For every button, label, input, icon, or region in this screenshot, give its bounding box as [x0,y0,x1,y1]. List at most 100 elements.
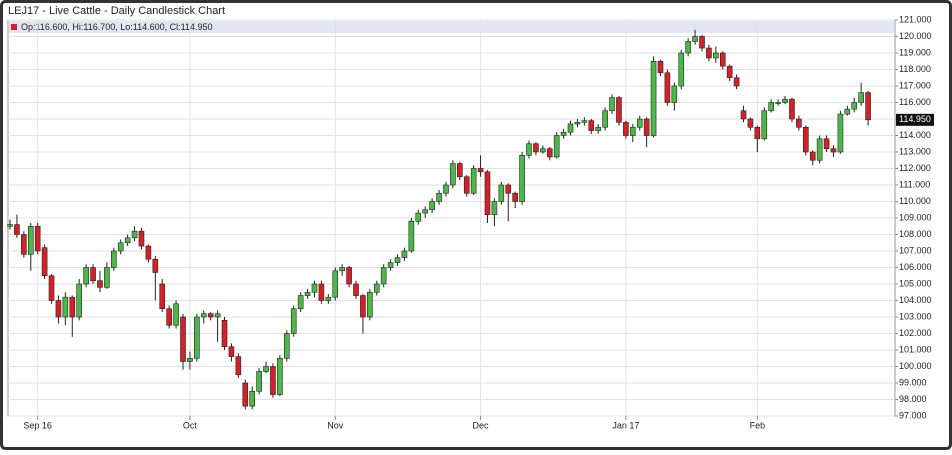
candle-body [380,267,387,285]
candle-body [360,295,366,318]
candle-body [283,333,290,359]
candle-body [491,201,498,215]
candle-body [83,267,89,285]
candle-body [408,221,415,252]
candle-body [546,148,553,158]
candle-body [533,143,539,153]
candle-body [325,296,332,301]
y-tick-label: 120.000 [899,31,932,41]
candle-body [768,102,775,112]
candle-body [187,357,193,362]
candle-body [540,148,546,153]
candle-body [152,258,159,273]
candle-body [27,225,34,255]
y-tick-label: 108.000 [899,229,932,239]
candle-body [318,283,325,301]
candle-body [837,113,844,153]
y-tick-label: 99.000 [899,377,927,387]
candle-body [740,110,747,120]
candle-body [214,313,221,318]
candle-body [311,283,318,293]
candle-body [180,316,186,362]
candle-body [553,135,560,158]
candle-body [726,65,733,79]
candle-body [844,108,851,115]
candle-body [221,319,228,347]
candle-body [450,163,456,186]
x-tick-label: Dec [473,420,490,430]
candle-body [173,303,179,326]
candle-body [207,313,214,318]
y-tick-label: 119.000 [899,47,931,57]
candle-body [443,184,449,194]
candle-body [802,126,809,153]
candle-body [353,283,359,296]
legend-icon [11,24,17,30]
x-tick-label: Oct [183,420,198,430]
candle-body [470,168,477,194]
x-tick-label: Nov [327,420,344,430]
y-tick-label: 100.000 [899,361,932,371]
candle-body [574,122,581,125]
y-tick-label: 114.000 [899,130,931,140]
y-tick-label: 113.000 [899,146,931,156]
candle-body [415,212,422,222]
candle-body [277,357,283,395]
x-tick-label: Feb [750,420,766,430]
candle-body [789,98,795,120]
candle-body [636,118,643,128]
last-price-box [896,113,934,126]
candle-body [21,234,27,255]
candle-body [41,247,48,277]
candle-body [623,122,629,136]
candle-body [117,242,124,252]
candle-body [159,283,166,310]
candle-body [304,291,311,296]
candle-body [290,308,297,334]
candle-body [657,60,664,74]
candle-body [339,267,345,272]
candle-body [588,120,595,131]
candle-body [643,118,650,136]
candle-body [346,267,352,285]
candle-body [629,126,636,136]
y-tick-label: 97.000 [899,410,927,420]
candle-body [796,118,802,128]
candle-body [332,270,339,298]
candle-body [816,138,823,161]
candle-body [131,230,138,239]
candle-body [456,163,463,178]
candle-body [851,102,858,110]
candle-body [685,41,691,54]
candle-body [761,110,768,140]
candle-body [692,36,698,42]
candle-body [581,120,588,123]
candle-body [747,118,754,128]
candle-body [858,92,864,103]
candle-body [830,148,837,153]
candle-body [526,143,532,156]
candle-body [477,168,484,173]
candle-body [97,280,103,288]
y-tick-label: 110.000 [899,196,931,206]
candle-body [62,296,69,318]
candle-body [560,131,567,136]
candle-body [733,77,740,87]
candle-body [270,366,276,395]
candle-body [463,176,470,194]
candle-body [7,224,13,227]
candle-body [429,201,435,211]
candle-body [664,72,671,103]
y-tick-label: 101.000 [899,344,932,354]
candle-body [512,192,518,202]
candle-body [519,155,525,202]
candle-body [69,296,76,318]
candle-body [200,313,207,318]
y-tick-label: 121.000 [899,14,932,24]
candle-body [387,262,394,268]
y-tick-label: 116.000 [899,97,931,107]
y-tick-label: 102.000 [899,328,932,338]
candle-body [498,184,505,202]
candle-body [713,52,719,59]
